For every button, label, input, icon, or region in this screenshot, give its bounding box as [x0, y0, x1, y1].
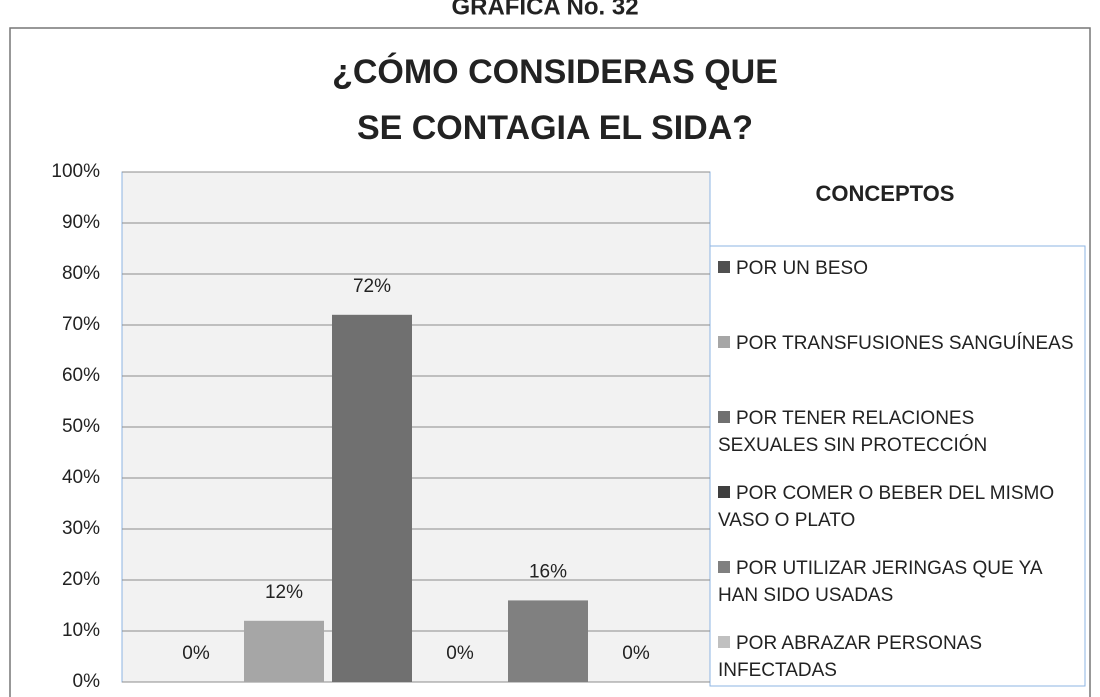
legend-swatch [718, 636, 730, 648]
legend-swatch [718, 561, 730, 573]
legend-label: POR TRANSFUSIONES SANGUÍNEAS [736, 333, 1074, 354]
legend-label: POR COMER O BEBER DEL MISMO VASO O PLATO [718, 483, 1055, 531]
legend-swatch [718, 336, 730, 348]
value-label: 16% [529, 561, 567, 582]
value-label: 0% [446, 643, 474, 664]
value-label: 0% [182, 643, 210, 664]
legend-label: POR TENER RELACIONES SEXUALES SIN PROTEC… [718, 408, 988, 456]
legend-label: POR UN BESO [736, 258, 868, 279]
y-tick-label: 50% [62, 416, 100, 437]
bar [508, 600, 588, 682]
legend-title: CONCEPTOS [816, 181, 955, 206]
legend-box [709, 245, 1086, 687]
y-tick-label: 100% [51, 161, 100, 182]
supertitle: GRÁFICA No. 32 [451, 0, 638, 20]
chart-title: SE CONTAGIA EL SIDA? [357, 109, 753, 147]
legend-entry: POR TRANSFUSIONES SANGUÍNEAS [718, 330, 1078, 357]
y-tick-label: 30% [62, 518, 100, 539]
legend-entry: POR TENER RELACIONES SEXUALES SIN PROTEC… [718, 405, 1078, 459]
legend-entry: POR COMER O BEBER DEL MISMO VASO O PLATO [718, 480, 1078, 534]
value-label: 0% [622, 643, 650, 664]
legend-label: POR ABRAZAR PERSONAS INFECTADAS [718, 633, 983, 681]
legend-entry: POR UTILIZAR JERINGAS QUE YA HAN SIDO US… [718, 555, 1078, 609]
y-tick-label: 40% [62, 467, 100, 488]
bar [244, 620, 324, 682]
legend-swatch [718, 411, 730, 423]
value-label: 12% [265, 582, 303, 603]
y-tick-label: 90% [62, 212, 100, 233]
y-tick-label: 20% [62, 569, 100, 590]
y-tick-label: 70% [62, 314, 100, 335]
y-tick-label: 10% [62, 620, 100, 641]
y-tick-label: 80% [62, 263, 100, 284]
legend-swatch [718, 486, 730, 498]
chart-title: ¿CÓMO CONSIDERAS QUE [332, 53, 778, 91]
value-label: 72% [353, 276, 391, 297]
legend-entry: POR UN BESO [718, 255, 1078, 282]
y-tick-label: 60% [62, 365, 100, 386]
y-tick-label: 0% [73, 671, 101, 692]
bar [332, 314, 412, 682]
legend-entry: POR ABRAZAR PERSONAS INFECTADAS [718, 630, 1078, 684]
legend-label: POR UTILIZAR JERINGAS QUE YA HAN SIDO US… [718, 558, 1042, 606]
legend-swatch [718, 261, 730, 273]
